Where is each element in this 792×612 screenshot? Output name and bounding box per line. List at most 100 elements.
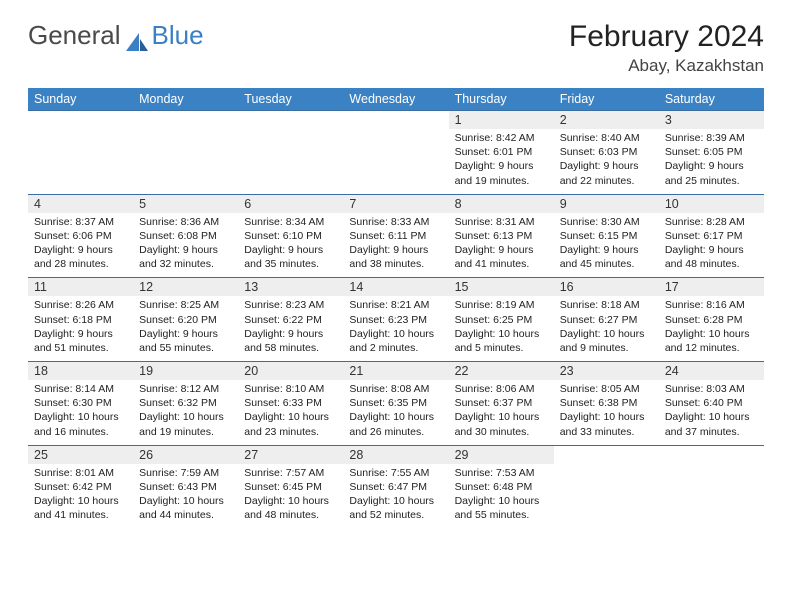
day-number: 18	[28, 362, 133, 380]
calendar-week-row: 1Sunrise: 8:42 AMSunset: 6:01 PMDaylight…	[28, 111, 764, 195]
calendar-cell: 2Sunrise: 8:40 AMSunset: 6:03 PMDaylight…	[554, 111, 659, 195]
day-number: 3	[659, 111, 764, 129]
day-number: 6	[238, 195, 343, 213]
day-details: Sunrise: 8:25 AMSunset: 6:20 PMDaylight:…	[133, 296, 238, 361]
day-number: 22	[449, 362, 554, 380]
day-number: 21	[343, 362, 448, 380]
day-details: Sunrise: 8:03 AMSunset: 6:40 PMDaylight:…	[659, 380, 764, 445]
col-tuesday: Tuesday	[238, 88, 343, 111]
day-details: Sunrise: 8:37 AMSunset: 6:06 PMDaylight:…	[28, 213, 133, 278]
col-monday: Monday	[133, 88, 238, 111]
day-number: 12	[133, 278, 238, 296]
calendar-cell: 27Sunrise: 7:57 AMSunset: 6:45 PMDayligh…	[238, 445, 343, 528]
calendar-cell: 1Sunrise: 8:42 AMSunset: 6:01 PMDaylight…	[449, 111, 554, 195]
calendar-cell	[659, 445, 764, 528]
calendar-table: Sunday Monday Tuesday Wednesday Thursday…	[28, 88, 764, 528]
location: Abay, Kazakhstan	[569, 56, 764, 76]
header: General Blue February 2024 Abay, Kazakhs…	[28, 20, 764, 76]
calendar-cell: 23Sunrise: 8:05 AMSunset: 6:38 PMDayligh…	[554, 362, 659, 446]
day-details: Sunrise: 8:16 AMSunset: 6:28 PMDaylight:…	[659, 296, 764, 361]
month-title: February 2024	[569, 20, 764, 54]
day-details: Sunrise: 8:05 AMSunset: 6:38 PMDaylight:…	[554, 380, 659, 445]
col-wednesday: Wednesday	[343, 88, 448, 111]
calendar-cell: 19Sunrise: 8:12 AMSunset: 6:32 PMDayligh…	[133, 362, 238, 446]
day-details: Sunrise: 7:59 AMSunset: 6:43 PMDaylight:…	[133, 464, 238, 529]
logo-sail-icon	[126, 27, 148, 45]
day-number: 10	[659, 195, 764, 213]
day-number: 13	[238, 278, 343, 296]
calendar-cell: 24Sunrise: 8:03 AMSunset: 6:40 PMDayligh…	[659, 362, 764, 446]
day-number: 7	[343, 195, 448, 213]
calendar-cell: 21Sunrise: 8:08 AMSunset: 6:35 PMDayligh…	[343, 362, 448, 446]
col-sunday: Sunday	[28, 88, 133, 111]
day-header-row: Sunday Monday Tuesday Wednesday Thursday…	[28, 88, 764, 111]
calendar-cell: 10Sunrise: 8:28 AMSunset: 6:17 PMDayligh…	[659, 194, 764, 278]
day-details: Sunrise: 8:21 AMSunset: 6:23 PMDaylight:…	[343, 296, 448, 361]
calendar-cell: 8Sunrise: 8:31 AMSunset: 6:13 PMDaylight…	[449, 194, 554, 278]
day-details: Sunrise: 8:26 AMSunset: 6:18 PMDaylight:…	[28, 296, 133, 361]
calendar-cell: 4Sunrise: 8:37 AMSunset: 6:06 PMDaylight…	[28, 194, 133, 278]
calendar-cell: 29Sunrise: 7:53 AMSunset: 6:48 PMDayligh…	[449, 445, 554, 528]
calendar-cell: 20Sunrise: 8:10 AMSunset: 6:33 PMDayligh…	[238, 362, 343, 446]
logo: General Blue	[28, 20, 204, 51]
calendar-cell: 18Sunrise: 8:14 AMSunset: 6:30 PMDayligh…	[28, 362, 133, 446]
day-details: Sunrise: 7:57 AMSunset: 6:45 PMDaylight:…	[238, 464, 343, 529]
calendar-cell	[28, 111, 133, 195]
day-details: Sunrise: 8:36 AMSunset: 6:08 PMDaylight:…	[133, 213, 238, 278]
day-details: Sunrise: 8:10 AMSunset: 6:33 PMDaylight:…	[238, 380, 343, 445]
day-details: Sunrise: 8:19 AMSunset: 6:25 PMDaylight:…	[449, 296, 554, 361]
day-details: Sunrise: 8:28 AMSunset: 6:17 PMDaylight:…	[659, 213, 764, 278]
day-number: 28	[343, 446, 448, 464]
day-details: Sunrise: 8:08 AMSunset: 6:35 PMDaylight:…	[343, 380, 448, 445]
day-details: Sunrise: 7:53 AMSunset: 6:48 PMDaylight:…	[449, 464, 554, 529]
day-details: Sunrise: 8:40 AMSunset: 6:03 PMDaylight:…	[554, 129, 659, 194]
day-details: Sunrise: 8:06 AMSunset: 6:37 PMDaylight:…	[449, 380, 554, 445]
day-number: 5	[133, 195, 238, 213]
day-number: 29	[449, 446, 554, 464]
calendar-cell: 7Sunrise: 8:33 AMSunset: 6:11 PMDaylight…	[343, 194, 448, 278]
day-number: 8	[449, 195, 554, 213]
logo-text-blue: Blue	[152, 20, 204, 51]
calendar-week-row: 11Sunrise: 8:26 AMSunset: 6:18 PMDayligh…	[28, 278, 764, 362]
day-number: 19	[133, 362, 238, 380]
day-number: 2	[554, 111, 659, 129]
col-thursday: Thursday	[449, 88, 554, 111]
day-details: Sunrise: 8:31 AMSunset: 6:13 PMDaylight:…	[449, 213, 554, 278]
day-number: 24	[659, 362, 764, 380]
calendar-cell: 11Sunrise: 8:26 AMSunset: 6:18 PMDayligh…	[28, 278, 133, 362]
calendar-cell: 3Sunrise: 8:39 AMSunset: 6:05 PMDaylight…	[659, 111, 764, 195]
day-number: 11	[28, 278, 133, 296]
day-details: Sunrise: 8:42 AMSunset: 6:01 PMDaylight:…	[449, 129, 554, 194]
day-number: 17	[659, 278, 764, 296]
day-details: Sunrise: 8:14 AMSunset: 6:30 PMDaylight:…	[28, 380, 133, 445]
col-friday: Friday	[554, 88, 659, 111]
day-details: Sunrise: 7:55 AMSunset: 6:47 PMDaylight:…	[343, 464, 448, 529]
calendar-cell: 25Sunrise: 8:01 AMSunset: 6:42 PMDayligh…	[28, 445, 133, 528]
day-details: Sunrise: 8:30 AMSunset: 6:15 PMDaylight:…	[554, 213, 659, 278]
calendar-cell: 28Sunrise: 7:55 AMSunset: 6:47 PMDayligh…	[343, 445, 448, 528]
day-number: 25	[28, 446, 133, 464]
calendar-cell: 5Sunrise: 8:36 AMSunset: 6:08 PMDaylight…	[133, 194, 238, 278]
calendar-cell: 15Sunrise: 8:19 AMSunset: 6:25 PMDayligh…	[449, 278, 554, 362]
calendar-week-row: 18Sunrise: 8:14 AMSunset: 6:30 PMDayligh…	[28, 362, 764, 446]
calendar-cell: 14Sunrise: 8:21 AMSunset: 6:23 PMDayligh…	[343, 278, 448, 362]
calendar-cell: 26Sunrise: 7:59 AMSunset: 6:43 PMDayligh…	[133, 445, 238, 528]
day-details: Sunrise: 8:18 AMSunset: 6:27 PMDaylight:…	[554, 296, 659, 361]
day-number: 16	[554, 278, 659, 296]
calendar-cell: 12Sunrise: 8:25 AMSunset: 6:20 PMDayligh…	[133, 278, 238, 362]
day-details: Sunrise: 8:01 AMSunset: 6:42 PMDaylight:…	[28, 464, 133, 529]
day-number: 9	[554, 195, 659, 213]
calendar-cell: 9Sunrise: 8:30 AMSunset: 6:15 PMDaylight…	[554, 194, 659, 278]
title-block: February 2024 Abay, Kazakhstan	[569, 20, 764, 76]
calendar-cell: 13Sunrise: 8:23 AMSunset: 6:22 PMDayligh…	[238, 278, 343, 362]
day-number: 15	[449, 278, 554, 296]
day-number: 1	[449, 111, 554, 129]
calendar-cell	[343, 111, 448, 195]
logo-text-gray: General	[28, 20, 121, 51]
calendar-cell: 17Sunrise: 8:16 AMSunset: 6:28 PMDayligh…	[659, 278, 764, 362]
calendar-week-row: 4Sunrise: 8:37 AMSunset: 6:06 PMDaylight…	[28, 194, 764, 278]
calendar-cell: 6Sunrise: 8:34 AMSunset: 6:10 PMDaylight…	[238, 194, 343, 278]
day-details: Sunrise: 8:23 AMSunset: 6:22 PMDaylight:…	[238, 296, 343, 361]
day-number: 27	[238, 446, 343, 464]
day-number: 4	[28, 195, 133, 213]
